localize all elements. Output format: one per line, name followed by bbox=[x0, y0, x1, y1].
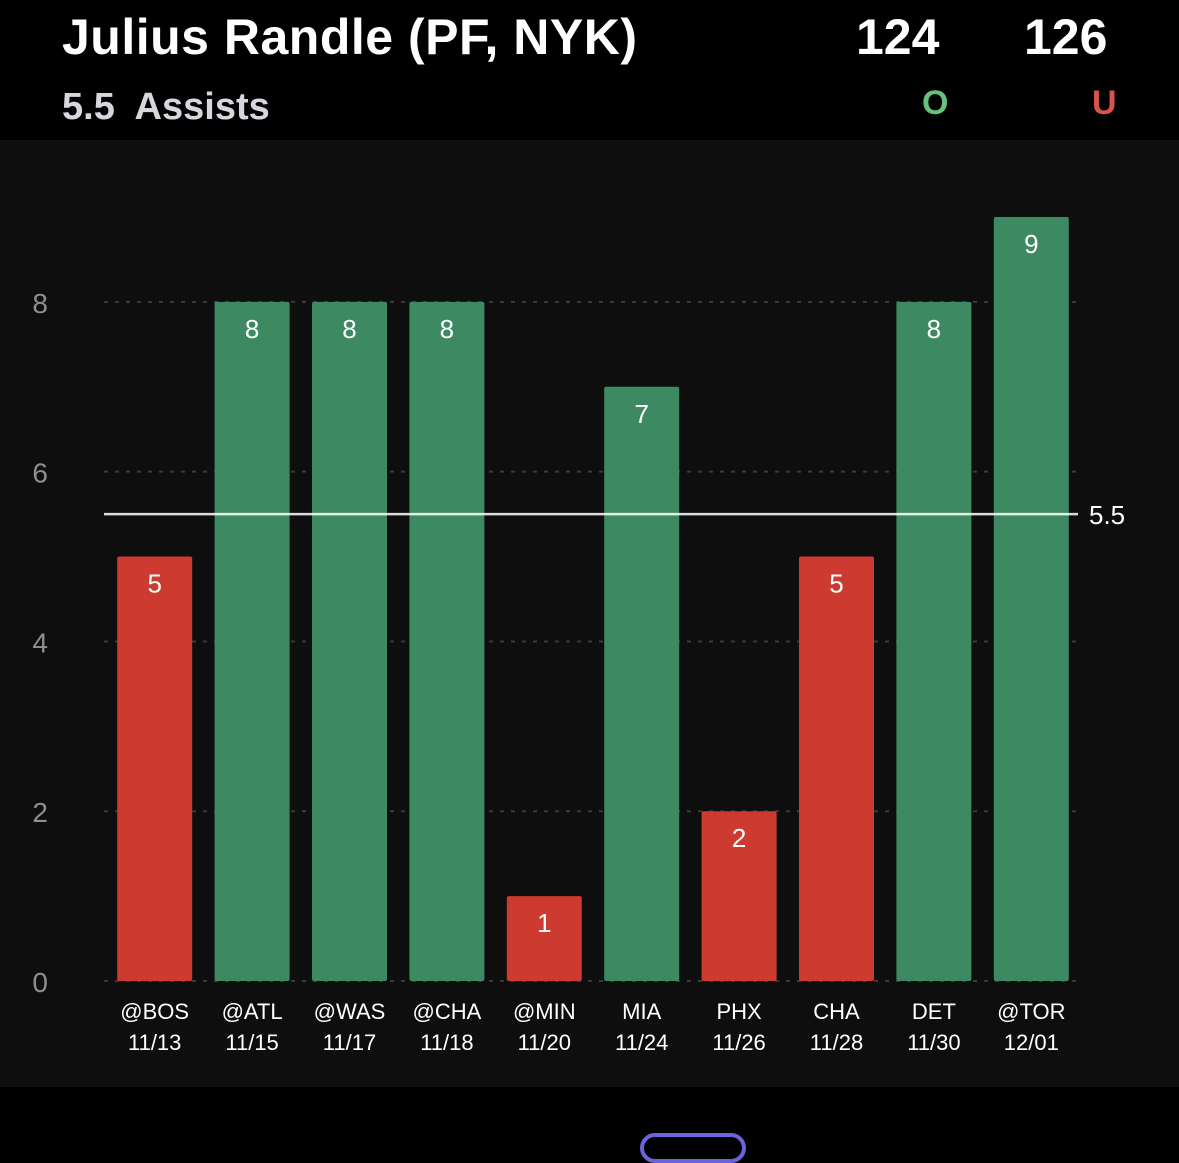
home-indicator[interactable] bbox=[640, 1133, 746, 1163]
bar-chart: 0 2 4 6 8 5 @BOS 11/13 8 @ATL 11/15 8 @WAS 11/17 8 @CHA… bbox=[32, 217, 1125, 1055]
bar[interactable] bbox=[799, 556, 874, 981]
chart-area: 0 2 4 6 8 5 @BOS 11/13 8 @ATL 11/15 8 @WAS 11/17 8 @CHA… bbox=[0, 140, 1179, 1087]
bar[interactable] bbox=[117, 556, 193, 981]
prop-stat-name: Assists bbox=[134, 86, 270, 128]
bar-value-label: 2 bbox=[732, 823, 746, 853]
under-label: U bbox=[1092, 84, 1117, 122]
y-tick-label: 4 bbox=[32, 627, 48, 658]
x-tick-opponent: MIA bbox=[622, 999, 661, 1024]
bar-value-label: 8 bbox=[927, 314, 941, 344]
bar[interactable] bbox=[312, 301, 387, 981]
bar[interactable] bbox=[993, 217, 1069, 981]
bar-value-label: 8 bbox=[342, 314, 356, 344]
bar[interactable] bbox=[896, 301, 972, 981]
bar-value-label: 1 bbox=[537, 908, 551, 938]
x-tick-date: 11/24 bbox=[615, 1030, 668, 1055]
bottom-bar bbox=[0, 1087, 1179, 1143]
x-tick-date: 11/26 bbox=[712, 1030, 765, 1055]
header: Julius Randle (PF, NYK) 5.5 Assists 124 … bbox=[0, 0, 1179, 140]
bar-value-label: 8 bbox=[245, 314, 259, 344]
threshold-label: 5.5 bbox=[1089, 500, 1125, 530]
x-tick-opponent: @ATL bbox=[222, 999, 283, 1024]
x-tick-opponent: PHX bbox=[716, 999, 762, 1024]
bar[interactable] bbox=[604, 386, 680, 981]
bar-value-label: 7 bbox=[634, 399, 648, 429]
bar-value-label: 8 bbox=[440, 314, 454, 344]
x-tick-opponent: DET bbox=[912, 999, 956, 1024]
bar-value-label: 5 bbox=[147, 569, 161, 599]
bar[interactable] bbox=[214, 301, 290, 981]
x-tick-opponent: @TOR bbox=[997, 999, 1065, 1024]
y-tick-label: 2 bbox=[32, 797, 48, 828]
x-tick-date: 11/13 bbox=[128, 1030, 181, 1055]
bar[interactable] bbox=[506, 896, 582, 981]
bar-value-label: 9 bbox=[1024, 229, 1038, 259]
bar[interactable] bbox=[701, 811, 777, 981]
x-tick-opponent: @CHA bbox=[413, 999, 482, 1024]
y-tick-label: 0 bbox=[32, 967, 48, 998]
bar[interactable] bbox=[409, 301, 485, 981]
x-tick-date: 11/15 bbox=[225, 1030, 278, 1055]
x-tick-date: 11/17 bbox=[323, 1030, 376, 1055]
y-tick-label: 8 bbox=[32, 288, 48, 319]
y-tick-label: 6 bbox=[32, 458, 48, 489]
x-tick-date: 11/18 bbox=[420, 1030, 473, 1055]
x-tick-opponent: @WAS bbox=[314, 999, 386, 1024]
prop-line: 5.5 Assists bbox=[62, 86, 270, 129]
bar-value-label: 5 bbox=[829, 569, 843, 599]
x-tick-opponent: @BOS bbox=[120, 999, 189, 1024]
over-label: O bbox=[922, 84, 949, 122]
player-name: Julius Randle (PF, NYK) bbox=[62, 9, 638, 65]
x-tick-opponent: @MIN bbox=[513, 999, 576, 1024]
over-odds[interactable]: 124 bbox=[856, 9, 940, 65]
x-tick-date: 11/20 bbox=[518, 1030, 571, 1055]
x-tick-opponent: CHA bbox=[813, 999, 860, 1024]
x-tick-date: 11/28 bbox=[810, 1030, 863, 1055]
prop-line-value: 5.5 bbox=[62, 86, 115, 128]
x-tick-date: 12/01 bbox=[1004, 1030, 1059, 1055]
x-tick-date: 11/30 bbox=[907, 1030, 960, 1055]
under-odds[interactable]: 126 bbox=[1024, 9, 1108, 65]
